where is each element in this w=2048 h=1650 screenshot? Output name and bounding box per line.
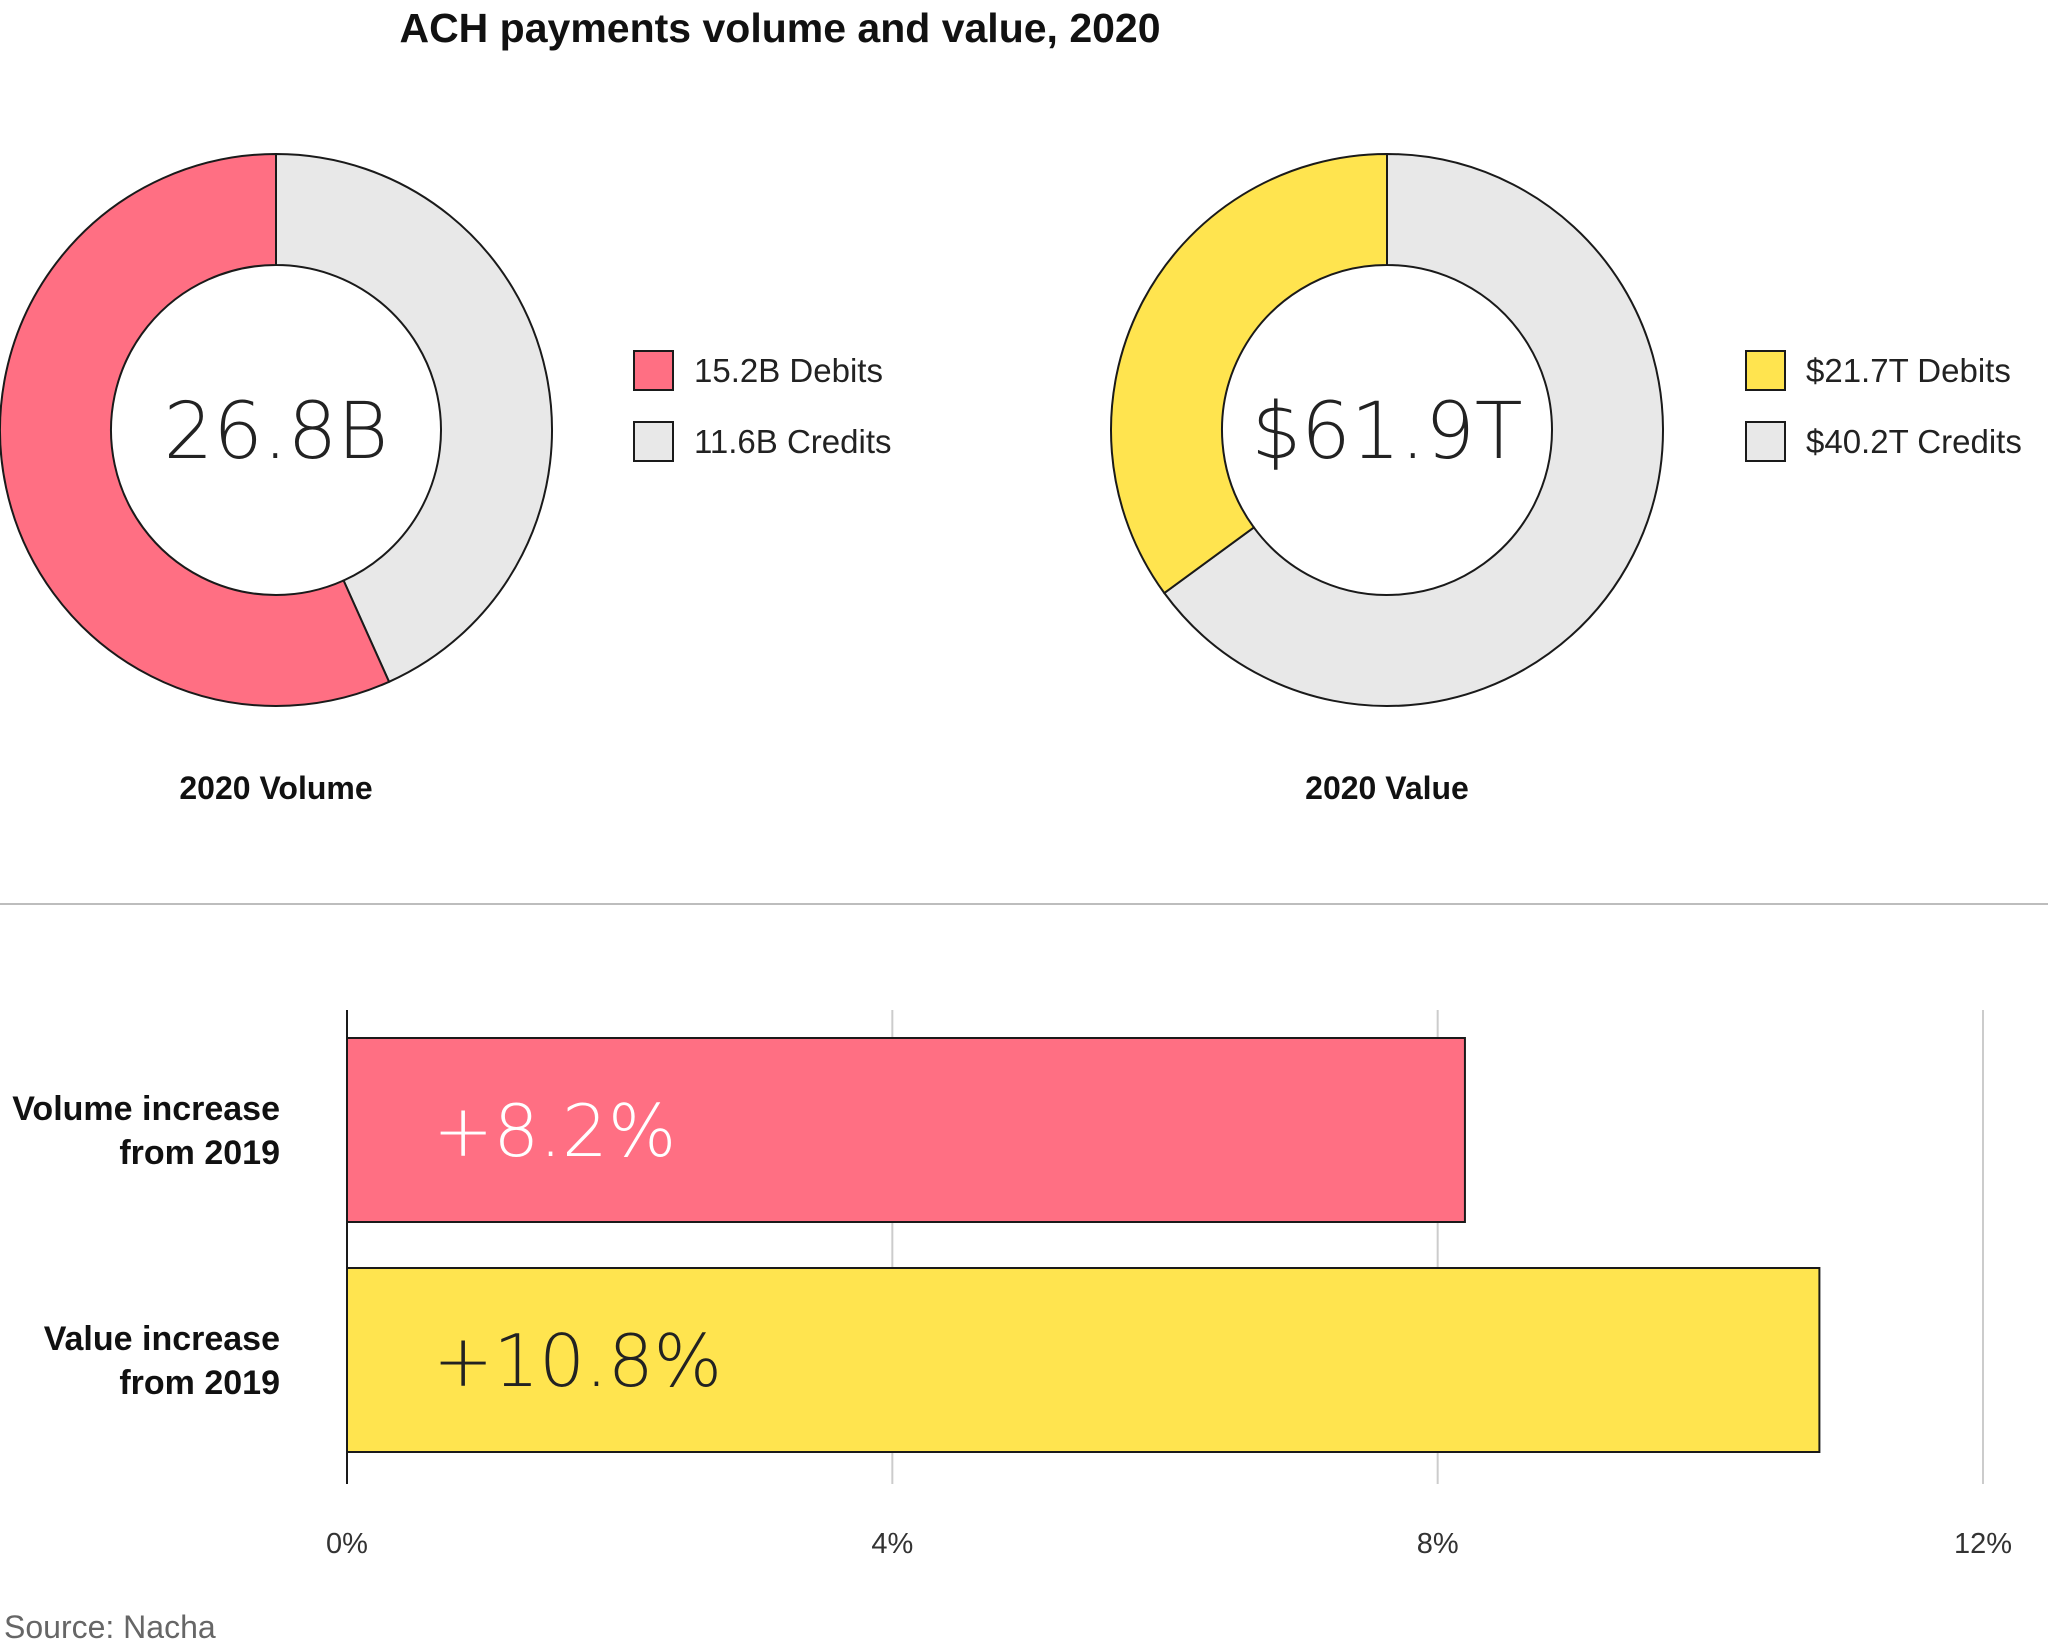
donut-slice-15-2b-debits — [0, 152, 391, 707]
legend-label-40-2t-credits: $40.2T Credits — [1806, 423, 2022, 460]
legend-label-11-6b-credits: 11.6B Credits — [694, 423, 891, 460]
legend-swatch-11-6b-credits — [633, 421, 674, 462]
x-tick-label: 4% — [871, 1528, 913, 1560]
donut-title: 2020 Volume — [179, 770, 372, 806]
legend-swatch-40-2t-credits — [1745, 421, 1786, 462]
donut-slice-40-2t-credits — [1162, 152, 1664, 707]
2020-value-donut: $61.9T 2020 Value $21.7T Debits $40.2T Cred… — [1110, 152, 2022, 806]
bar-value-label: +10.8% — [433, 1319, 722, 1403]
legend-label-21-7t-debits: $21.7T Debits — [1806, 352, 2011, 389]
x-tick-label: 8% — [1417, 1528, 1459, 1560]
donut-title: 2020 Value — [1305, 770, 1469, 806]
bar-chart: 0% 4% 8% 12% +8.2% Volume increase from 2019 +1… — [12, 1010, 2012, 1560]
chart-title: ACH payments volume and value, 2020 — [399, 5, 1160, 51]
legend-swatch-21-7t-debits — [1745, 350, 1786, 391]
bar-10-8 — [346, 1267, 1821, 1453]
donut-slice-21-7t-debits — [1110, 152, 1388, 595]
category-label: Value increase from 2019 — [44, 1320, 280, 1402]
category-label: Volume increase from 2019 — [12, 1090, 280, 1172]
legend-label-15-2b-debits: 15.2B Debits — [694, 352, 883, 389]
x-tick-label: 12% — [1954, 1528, 2012, 1560]
donut-charts: 26.8B 2020 Volume 15.2B Debits 11.6B Credit… — [0, 152, 2022, 806]
bar-value-label: +8.2% — [433, 1089, 676, 1173]
donut-slice-11-6b-credits — [275, 152, 553, 684]
legend-swatch-15-2b-debits — [633, 350, 674, 391]
source-note: Source: Nacha — [4, 1609, 216, 1645]
2020-volume-donut: 26.8B 2020 Volume 15.2B Debits 11.6B Credit… — [0, 152, 891, 806]
x-tick-label: 0% — [326, 1528, 368, 1560]
donut-center-label: 26.8B — [164, 387, 389, 477]
bar-8-2 — [346, 1037, 1466, 1223]
donut-center-label: $61.9T — [1252, 387, 1523, 477]
